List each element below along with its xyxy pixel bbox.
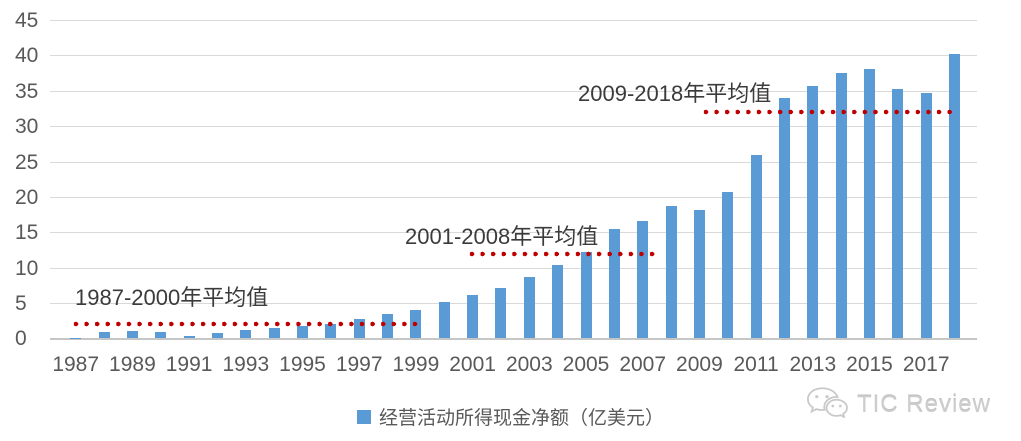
- gridline: [50, 161, 977, 163]
- avg-annotation-label: 2009-2018年平均值: [578, 81, 772, 106]
- legend: 经营活动所得现金净额（亿美元）: [0, 403, 1021, 430]
- bar-2016: [892, 89, 904, 339]
- y-axis-tick-label: 35: [15, 79, 39, 103]
- avg-line-2001-2008: [467, 250, 658, 257]
- avg-annotation-label: 1987-2000年平均值: [75, 285, 269, 310]
- bar-2007: [637, 220, 649, 339]
- x-axis-tick-label: 1987: [52, 353, 100, 376]
- bar-2003: [523, 276, 535, 339]
- bar-2012: [779, 97, 790, 339]
- y-axis-tick-label: 20: [15, 185, 39, 209]
- gridline: [50, 55, 977, 57]
- bar-2013: [807, 85, 819, 339]
- bar-2000: [438, 302, 450, 339]
- bar-2009: [693, 210, 705, 339]
- x-axis-tick-label: 2003: [505, 353, 553, 376]
- legend-swatch-icon: [356, 409, 371, 424]
- bar-1995: [297, 325, 308, 339]
- x-axis-tick-label: 1991: [165, 353, 213, 376]
- x-axis-tick-label: 2011: [733, 353, 779, 376]
- x-axis-tick-label: 1997: [335, 353, 383, 376]
- bar-2005: [580, 252, 592, 339]
- watermark: TIC Review: [805, 386, 991, 423]
- gridline: [50, 196, 977, 198]
- bar-2010: [722, 191, 734, 339]
- x-axis-tick-label: 2001: [449, 353, 496, 376]
- x-axis-tick-label: 2017: [902, 353, 950, 376]
- bar-1988: [98, 332, 110, 339]
- bar-2017: [920, 92, 932, 339]
- bar-2011: [750, 155, 762, 339]
- bar-2006: [608, 228, 620, 339]
- bar-2002: [495, 287, 507, 339]
- bar-1996: [325, 323, 337, 339]
- y-axis-tick-label: 40: [15, 44, 39, 68]
- bar-2004: [552, 264, 564, 339]
- bar-2018: [949, 54, 961, 339]
- x-axis-tick-label: 2015: [846, 353, 893, 376]
- bar-2015: [864, 68, 875, 339]
- x-axis-tick-label: 2007: [619, 353, 667, 376]
- avg-line-1987-2000: [71, 321, 418, 328]
- legend-label: 经营活动所得现金净额（亿美元）: [378, 408, 664, 429]
- wechat-icon: [805, 386, 849, 423]
- bar-2014: [835, 73, 847, 339]
- y-axis-tick-label: 0: [15, 327, 27, 351]
- y-axis-tick-label: 10: [15, 256, 39, 280]
- y-axis-tick-label: 45: [15, 9, 39, 32]
- bar-1989: [126, 330, 138, 339]
- y-axis-tick-label: 15: [15, 221, 39, 245]
- bar-1994: [268, 327, 280, 339]
- bar-1997: [353, 318, 365, 339]
- y-axis-tick-label: 30: [15, 115, 39, 139]
- bar-1990: [155, 332, 167, 339]
- avg-line-2009-2018: [701, 109, 958, 115]
- x-axis-tick-label: 1999: [392, 353, 440, 376]
- gridline: [50, 267, 977, 269]
- bar-2001: [467, 295, 479, 339]
- bar-1987: [70, 337, 82, 339]
- x-axis-line: [50, 338, 977, 341]
- avg-annotation-label: 2001-2008年平均值: [405, 224, 599, 249]
- x-axis-tick-label: 2013: [789, 353, 837, 376]
- watermark-text: TIC Review: [856, 390, 991, 418]
- x-axis-tick-label: 1993: [222, 353, 270, 376]
- gridline: [50, 20, 977, 21]
- y-axis-tick-label: 25: [15, 150, 39, 174]
- x-axis-tick-label: 2005: [562, 353, 610, 376]
- x-axis-tick-label: 1995: [279, 353, 326, 376]
- bar-1993: [240, 329, 252, 339]
- gridline: [50, 126, 977, 128]
- bar-2008: [665, 206, 677, 339]
- gridline: [50, 90, 977, 92]
- x-axis-tick-label: 1989: [109, 353, 156, 376]
- bar-1992: [211, 332, 223, 339]
- bar-1991: [183, 335, 195, 339]
- gridline: [50, 232, 977, 234]
- gridline: [50, 303, 977, 305]
- y-axis-tick-label: 5: [15, 292, 27, 316]
- x-axis-tick-label: 2009: [676, 353, 723, 376]
